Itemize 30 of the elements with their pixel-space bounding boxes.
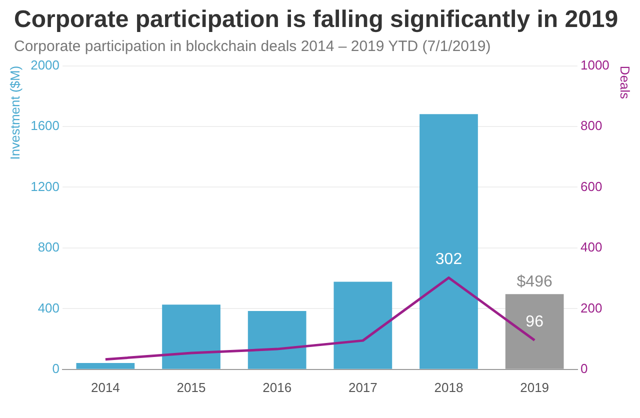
data-label: $496 bbox=[516, 274, 552, 291]
y-tick-label: 800 bbox=[38, 240, 60, 255]
x-tick-label: 2014 bbox=[90, 380, 120, 395]
y-tick-label: 0 bbox=[52, 360, 60, 376]
data-label: 96 bbox=[526, 314, 544, 331]
bar bbox=[76, 363, 135, 369]
x-tick-label: 2018 bbox=[434, 380, 464, 395]
chart-subtitle: Corporate participation in blockchain deals 2014 – 2019 YTD (7/1/2019) bbox=[14, 38, 492, 55]
y-tick-label: 1200 bbox=[30, 178, 60, 194]
y2-tick-label: 800 bbox=[580, 118, 602, 134]
chart-title: Corporate participation is falling significantly in 2019 bbox=[14, 6, 620, 34]
y-tick-label: 1600 bbox=[30, 118, 60, 134]
bar bbox=[420, 114, 478, 369]
bar bbox=[248, 310, 306, 369]
y2-tick-label: 0 bbox=[580, 360, 588, 376]
y2-axis-title: Deals bbox=[618, 66, 633, 100]
y-axis-title: Investment ($M) bbox=[7, 66, 22, 160]
x-tick-label: 2016 bbox=[262, 380, 292, 395]
bar bbox=[334, 282, 392, 369]
y2-tick-label: 1000 bbox=[580, 57, 610, 72]
y2-tick-label: 600 bbox=[580, 178, 602, 194]
y-tick-label: 2000 bbox=[30, 57, 60, 72]
y-tick-label: 400 bbox=[38, 300, 60, 316]
data-label: 302 bbox=[435, 251, 462, 268]
x-tick-label: 2017 bbox=[348, 380, 378, 395]
x-tick-label: 2019 bbox=[520, 380, 550, 395]
y2-tick-label: 200 bbox=[580, 300, 602, 316]
x-tick-label: 2015 bbox=[176, 380, 206, 395]
bar bbox=[162, 304, 220, 369]
y2-tick-label: 400 bbox=[580, 240, 602, 255]
